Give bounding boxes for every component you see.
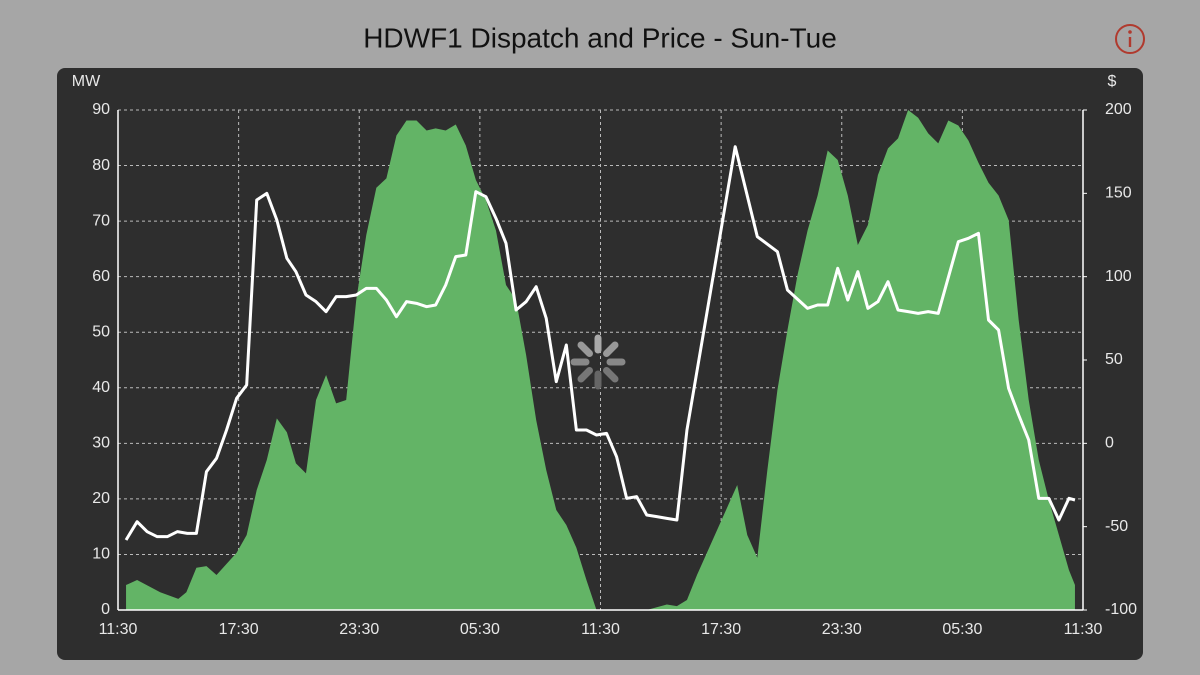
y-tick-label: 70: [92, 212, 110, 229]
x-tick-label: 23:30: [822, 621, 862, 638]
y2-tick-label: 150: [1105, 185, 1132, 202]
x-tick-label: 17:30: [219, 621, 259, 638]
axes: 0 10 20 30 40 50 60 70 80 90 -100 -50 0 50 100 150 200 11…: [92, 101, 1137, 638]
y2-tick-label: 200: [1105, 101, 1132, 118]
x-tick-label: 11:30: [581, 621, 620, 638]
y-tick-label: 50: [92, 323, 110, 340]
y-axis-label: MW: [72, 73, 101, 90]
y-tick-label: 40: [92, 379, 110, 396]
x-tick-label: 11:30: [1064, 621, 1103, 638]
plot: 0 10 20 30 40 50 60 70 80 90 -100 -50 0 50 100 150 200 11…: [92, 101, 1137, 638]
area: [126, 110, 1075, 610]
y2-tick-label: 100: [1105, 268, 1132, 285]
y-tick-label: 10: [92, 546, 110, 563]
y-tick-label: 30: [92, 435, 110, 452]
y-tick-label: 60: [92, 268, 110, 285]
x-tick-label: 05:30: [460, 621, 500, 638]
y-tick-label: 90: [92, 101, 110, 118]
data: [124, 110, 1076, 610]
x-tick-label: 17:30: [701, 621, 741, 638]
y2-tick-label: 0: [1105, 435, 1114, 452]
y-tick-label: 80: [92, 157, 110, 174]
info-button[interactable]: [1115, 24, 1145, 54]
line: [124, 145, 1076, 541]
x-tick-label: 05:30: [942, 621, 982, 638]
y-tick-label: 0: [101, 601, 110, 618]
y2-tick-label: -50: [1105, 518, 1128, 535]
chart-title: HDWF1 Dispatch and Price - Sun-Tue: [363, 22, 837, 53]
y-tick-label: 20: [92, 490, 110, 507]
y2-tick-label: 50: [1105, 351, 1123, 368]
x-tick-label: 23:30: [339, 621, 379, 638]
y2-tick-label: -100: [1105, 601, 1137, 618]
x-tick-label: 11:30: [99, 621, 138, 638]
loading-spinner: [570, 334, 626, 390]
y2-axis-label: $: [1108, 73, 1117, 90]
